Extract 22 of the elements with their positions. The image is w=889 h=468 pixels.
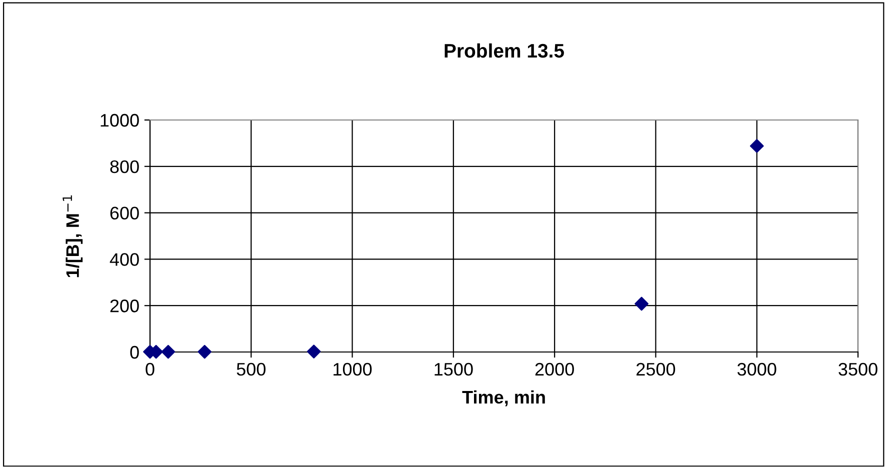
point bbox=[198, 344, 212, 359]
y-tick-label: 0 bbox=[130, 346, 139, 359]
point bbox=[634, 296, 648, 311]
x-axis-title: Time, min bbox=[462, 390, 545, 406]
y-tick-label: 1000 bbox=[100, 114, 139, 127]
x-tick-label: 0 bbox=[146, 362, 154, 376]
point bbox=[161, 344, 176, 359]
y-tick-label: 400 bbox=[110, 253, 139, 266]
chart-title: Problem 13.5 bbox=[444, 43, 564, 58]
x-tick-label: 3500 bbox=[838, 362, 878, 376]
y-tick-label: 600 bbox=[110, 206, 139, 220]
point bbox=[750, 139, 764, 153]
x-tick-label: 1000 bbox=[334, 362, 372, 376]
y-tick-label: 800 bbox=[110, 160, 139, 174]
point bbox=[306, 344, 321, 358]
x-tick-label: 3000 bbox=[737, 362, 776, 376]
y-tick-label: 200 bbox=[110, 300, 139, 312]
x-tick-label: 2000 bbox=[535, 362, 574, 376]
x-tick-label: 500 bbox=[236, 362, 266, 376]
x-tick-label: 1500 bbox=[434, 362, 473, 376]
y-axis-title: 1/[B], M$^{−1}$ bbox=[62, 195, 83, 278]
x-tick-label: 2500 bbox=[636, 362, 676, 376]
